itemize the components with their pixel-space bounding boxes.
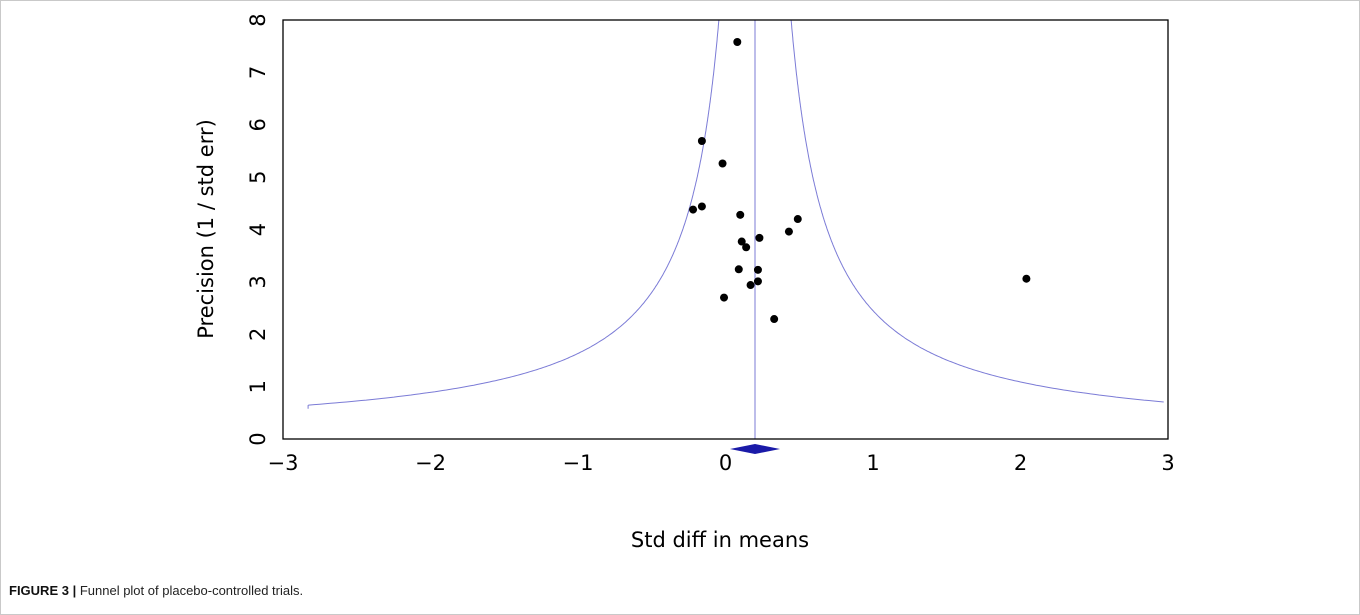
funnel-lines [307, 19, 1164, 439]
y-tick-label: 2 [246, 328, 270, 341]
data-point [1022, 274, 1031, 283]
data-point [784, 227, 793, 236]
x-tick-label: 0 [719, 451, 732, 475]
figure-caption-text: Funnel plot of placebo-controlled trials… [79, 583, 304, 598]
tick-labels: −3 −2 −1 0 1 2 3 0 1 2 3 4 5 6 7 8 [246, 13, 1175, 475]
data-point [753, 265, 762, 274]
summary-diamond [729, 444, 781, 454]
y-tick-label: 5 [246, 170, 270, 183]
x-axis-label: Std diff in means [631, 528, 809, 552]
x-tick-label: 3 [1161, 451, 1174, 475]
x-tick-label: 1 [866, 451, 879, 475]
data-point [718, 159, 727, 168]
data-point [746, 281, 755, 290]
data-point [755, 233, 764, 242]
funnel-right-limit [790, 19, 1164, 403]
data-point [753, 277, 762, 286]
x-tick-label: −3 [268, 451, 299, 475]
y-tick-label: 8 [246, 13, 270, 26]
data-point [697, 202, 706, 211]
funnel-plot: −3 −2 −1 0 1 2 3 0 1 2 3 4 5 6 7 8 Std diff in means Pr… [194, 13, 1175, 552]
y-tick-label: 6 [246, 118, 270, 131]
x-tick-label: 2 [1014, 451, 1027, 475]
figure-label: FIGURE 3 | [9, 583, 77, 598]
y-tick-label: 7 [246, 66, 270, 79]
y-tick-label: 3 [246, 275, 270, 288]
y-axis-label: Precision (1 / std err) [194, 119, 218, 339]
data-point [697, 136, 706, 145]
y-tick-label: 4 [246, 223, 270, 236]
y-tick-label: 1 [246, 380, 270, 393]
plot-area-border [282, 19, 1169, 440]
data-point [734, 265, 743, 274]
data-points [689, 37, 1031, 324]
data-point [733, 37, 742, 46]
data-point [736, 210, 745, 219]
figure-caption: FIGURE 3 | Funnel plot of placebo-contro… [9, 583, 303, 598]
y-tick-label: 0 [246, 432, 270, 445]
data-point [770, 315, 779, 324]
axes [282, 19, 1169, 454]
funnel-left-limit [307, 19, 720, 409]
data-point [793, 215, 802, 224]
data-point [720, 293, 729, 302]
data-point [742, 243, 751, 252]
x-tick-label: −1 [563, 451, 594, 475]
data-point [737, 237, 746, 246]
x-tick-label: −2 [415, 451, 446, 475]
data-point [689, 205, 698, 214]
